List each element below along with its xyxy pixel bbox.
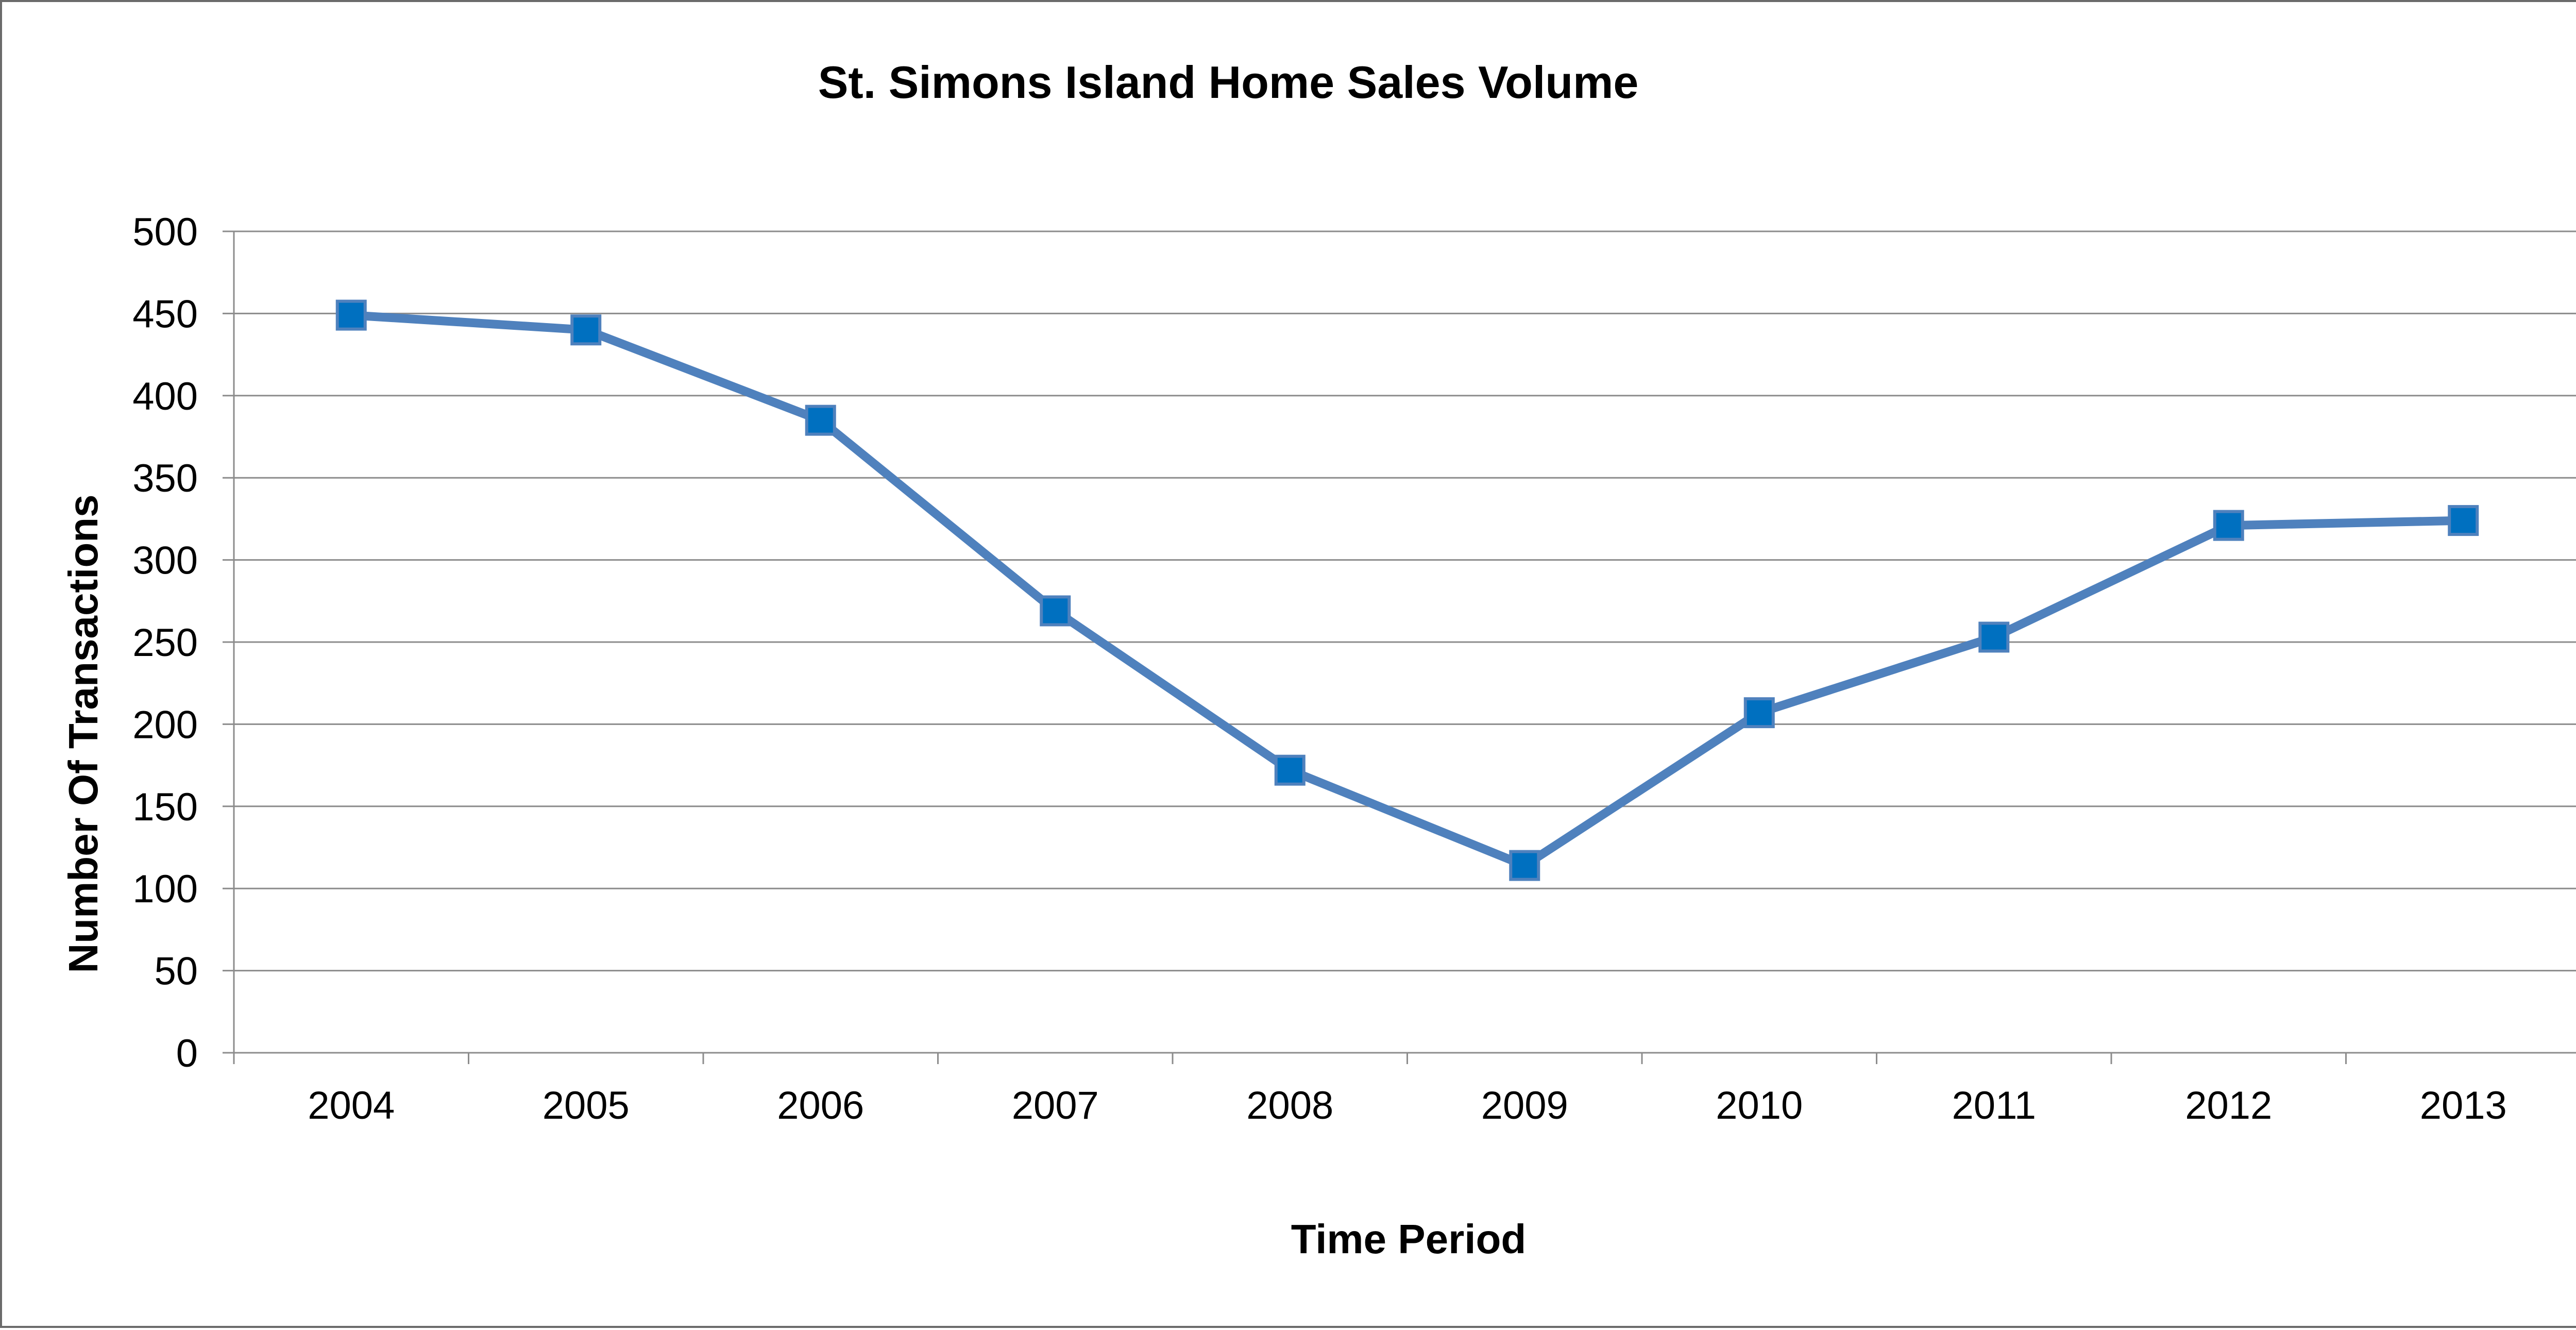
x-tick-label-2009: 2009: [1481, 1084, 1568, 1127]
data-point-2007: [1040, 595, 1071, 627]
axes: [223, 230, 2576, 1064]
data-point-2012: [2213, 510, 2244, 541]
data-point-2011: [1978, 621, 2010, 653]
data-point-2009: [1509, 850, 1540, 881]
y-tick-label-450: 450: [132, 292, 198, 336]
gridlines: [234, 230, 2576, 972]
data-point-2004: [335, 299, 367, 331]
x-tick-label-2013: 2013: [2420, 1084, 2507, 1127]
y-tick-label-50: 50: [154, 950, 198, 994]
y-tick-label-250: 250: [132, 621, 198, 665]
x-tick-label-2005: 2005: [543, 1084, 630, 1127]
chart-title: St. Simons Island Home Sales Volume: [818, 57, 1639, 108]
y-tick-label-100: 100: [132, 867, 198, 911]
data-series: [335, 299, 2479, 881]
x-tick-labels: 2004 2005 2006 2007 2008 2009 2010 2011 2012 2013: [308, 1084, 2507, 1127]
data-point-2010: [1743, 697, 1775, 729]
y-tick-label-0: 0: [176, 1032, 198, 1075]
x-axis-title: Time Period: [1291, 1216, 1526, 1262]
x-tick-label-2006: 2006: [777, 1084, 864, 1127]
y-axis-title: Number Of Transactions: [60, 494, 106, 973]
y-tick-labels: 0 50 100 150 200 250 300 350 400 450 500: [132, 210, 198, 1075]
y-tick-label-300: 300: [132, 539, 198, 583]
y-tick-label-400: 400: [132, 375, 198, 418]
data-point-2008: [1274, 754, 1306, 786]
y-tick-label-200: 200: [132, 703, 198, 747]
y-tick-label-350: 350: [132, 457, 198, 500]
x-tick-label-2012: 2012: [2185, 1084, 2272, 1127]
x-tick-label-2011: 2011: [1952, 1084, 2036, 1127]
data-point-2005: [570, 314, 602, 346]
x-tick-label-2008: 2008: [1246, 1084, 1333, 1127]
x-tick-label-2010: 2010: [1716, 1084, 1803, 1127]
data-point-2006: [805, 405, 836, 436]
data-point-2013: [2448, 505, 2479, 536]
x-tick-label-2004: 2004: [308, 1084, 395, 1127]
x-tick-label-2007: 2007: [1012, 1084, 1099, 1127]
y-tick-label-150: 150: [132, 785, 198, 829]
series-line-0: [347, 311, 2468, 870]
y-tick-label-500: 500: [132, 210, 198, 254]
